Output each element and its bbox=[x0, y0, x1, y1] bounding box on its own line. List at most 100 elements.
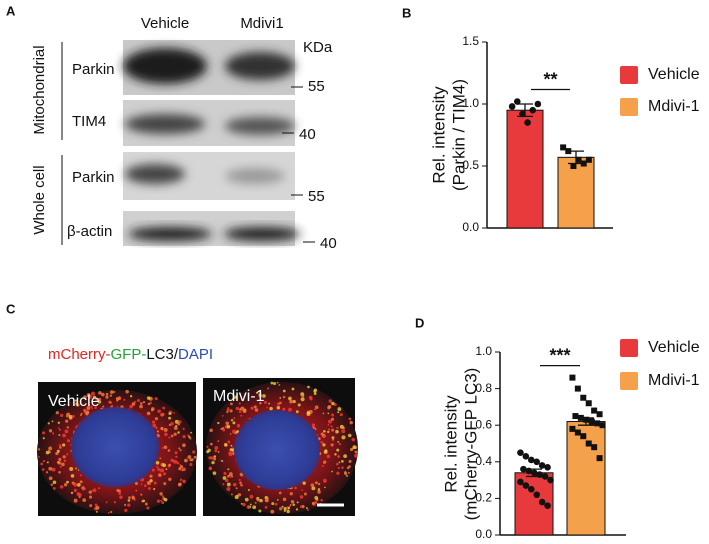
speckle bbox=[214, 446, 219, 450]
speckle bbox=[90, 405, 93, 408]
speckle bbox=[60, 413, 64, 418]
speckle bbox=[209, 428, 213, 433]
speckle bbox=[66, 453, 69, 456]
legend-label: Vehicle bbox=[648, 339, 700, 356]
speckle bbox=[131, 402, 136, 406]
speckle bbox=[153, 481, 157, 485]
y-tick-label: 0.4 bbox=[475, 454, 492, 468]
speckle bbox=[94, 406, 97, 409]
speckle bbox=[163, 472, 167, 476]
speckle bbox=[282, 497, 287, 502]
speckle bbox=[313, 388, 317, 392]
speckle bbox=[134, 481, 138, 486]
speckle bbox=[279, 507, 283, 511]
speckle bbox=[156, 499, 161, 503]
speckle bbox=[160, 426, 164, 430]
speckle bbox=[58, 428, 61, 431]
speckle bbox=[233, 417, 236, 420]
speckle bbox=[317, 482, 321, 486]
speckle bbox=[217, 440, 220, 443]
speckle bbox=[193, 455, 197, 459]
speckle bbox=[170, 458, 174, 463]
speckle bbox=[286, 509, 290, 514]
data-point bbox=[517, 449, 524, 456]
speckle bbox=[314, 405, 319, 410]
data-point bbox=[574, 429, 581, 436]
speckle bbox=[206, 445, 209, 448]
speckle bbox=[76, 492, 81, 496]
speckle bbox=[173, 412, 176, 414]
speckle bbox=[113, 390, 116, 394]
speckle bbox=[226, 482, 231, 487]
speckle bbox=[314, 428, 317, 430]
speckle bbox=[291, 387, 295, 391]
speckle bbox=[101, 392, 105, 397]
nucleus bbox=[234, 410, 320, 490]
speckle bbox=[124, 508, 128, 513]
speckle bbox=[283, 507, 287, 511]
marker-label: 40 bbox=[320, 235, 337, 252]
speckle bbox=[258, 393, 261, 396]
speckle bbox=[182, 427, 185, 430]
speckle bbox=[331, 401, 335, 406]
speckle bbox=[182, 479, 186, 484]
data-point bbox=[572, 413, 579, 420]
speckle bbox=[314, 496, 319, 500]
speckle bbox=[227, 440, 231, 444]
image-label: Vehicle bbox=[48, 393, 100, 410]
speckle bbox=[235, 487, 238, 490]
blot bbox=[123, 40, 300, 246]
speckle bbox=[173, 426, 178, 431]
speckle bbox=[249, 494, 254, 499]
speckle bbox=[47, 422, 50, 425]
y-tick-label: 1.5 bbox=[462, 34, 479, 48]
lane-label: Mdivi1 bbox=[240, 15, 283, 32]
speckle bbox=[105, 395, 109, 399]
speckle bbox=[317, 490, 321, 494]
speckle bbox=[115, 397, 118, 399]
significance-label: ** bbox=[543, 69, 557, 89]
speckle bbox=[352, 445, 356, 450]
data-point bbox=[577, 414, 584, 421]
speckle bbox=[228, 451, 232, 455]
speckle bbox=[341, 459, 344, 463]
speckle bbox=[55, 411, 59, 415]
speckle bbox=[308, 413, 311, 416]
speckle bbox=[184, 460, 187, 462]
speckle bbox=[176, 461, 180, 465]
data-point bbox=[580, 394, 587, 401]
speckle bbox=[231, 449, 234, 452]
speckle bbox=[322, 460, 327, 464]
data-point bbox=[569, 374, 576, 381]
speckle bbox=[175, 455, 178, 459]
panel-label: A bbox=[6, 3, 16, 18]
speckle bbox=[42, 431, 46, 435]
data-point bbox=[527, 485, 535, 493]
speckle bbox=[282, 395, 286, 399]
speckle bbox=[161, 501, 165, 505]
data-point bbox=[591, 407, 598, 414]
speckle bbox=[224, 443, 228, 447]
data-point bbox=[519, 110, 526, 118]
speckle bbox=[75, 402, 78, 406]
data-point bbox=[530, 469, 538, 477]
speckle bbox=[267, 387, 270, 390]
speckle bbox=[269, 406, 273, 411]
speckle bbox=[146, 411, 151, 416]
speckle bbox=[337, 456, 340, 459]
speckle bbox=[98, 391, 102, 395]
speckle bbox=[327, 412, 330, 415]
speckle bbox=[288, 505, 291, 508]
speckle bbox=[240, 414, 243, 417]
speckle bbox=[301, 489, 303, 492]
speckle bbox=[109, 394, 113, 397]
speckle bbox=[163, 498, 168, 502]
speckle bbox=[288, 407, 292, 412]
speckle bbox=[160, 499, 163, 502]
speckle bbox=[95, 510, 98, 513]
group-label: Whole cell bbox=[31, 165, 48, 234]
speckle bbox=[276, 406, 281, 410]
speckle bbox=[42, 437, 45, 440]
speckle bbox=[336, 448, 340, 452]
speckle bbox=[179, 463, 182, 466]
